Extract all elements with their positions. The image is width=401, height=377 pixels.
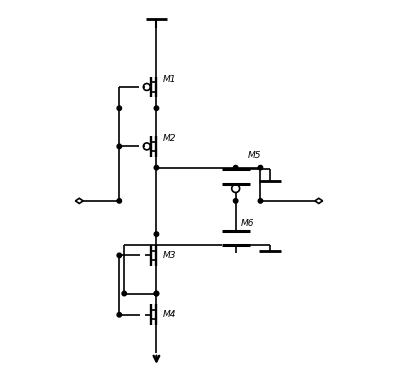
Circle shape xyxy=(122,291,126,296)
Circle shape xyxy=(257,166,262,170)
Circle shape xyxy=(117,199,121,203)
Text: M3: M3 xyxy=(162,251,175,260)
Text: M5: M5 xyxy=(247,151,261,160)
Text: M6: M6 xyxy=(240,219,253,228)
Circle shape xyxy=(233,166,237,170)
Circle shape xyxy=(154,291,158,296)
Circle shape xyxy=(154,106,158,110)
Text: M1: M1 xyxy=(162,75,175,84)
Text: M4: M4 xyxy=(162,310,175,319)
Circle shape xyxy=(154,166,158,170)
Circle shape xyxy=(117,106,121,110)
Circle shape xyxy=(117,144,121,149)
Circle shape xyxy=(117,313,121,317)
Circle shape xyxy=(154,232,158,236)
Circle shape xyxy=(117,253,121,257)
Circle shape xyxy=(257,199,262,203)
Circle shape xyxy=(233,199,237,203)
Text: M2: M2 xyxy=(162,135,175,144)
Circle shape xyxy=(154,291,158,296)
